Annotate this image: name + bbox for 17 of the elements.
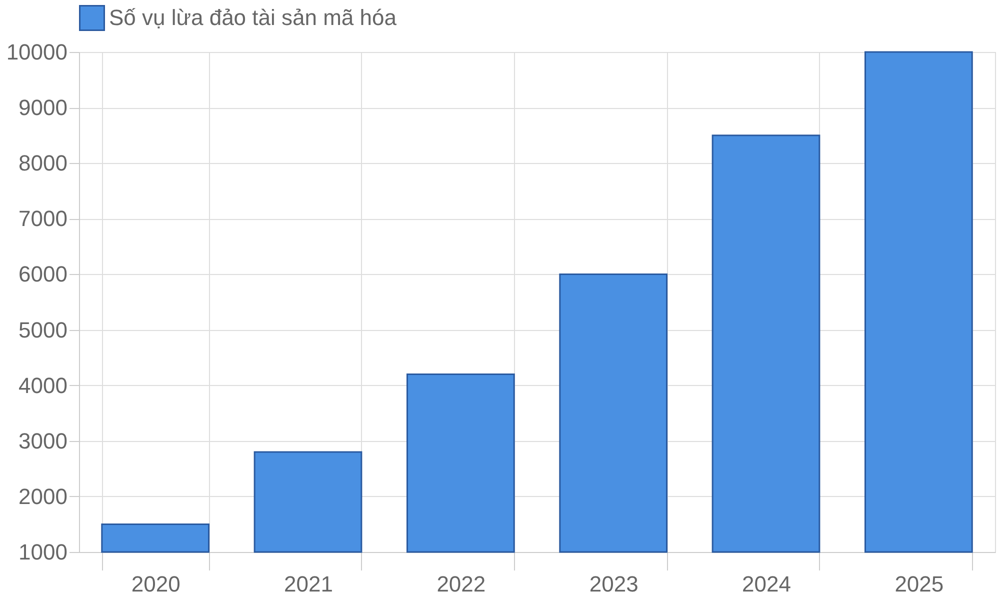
x-tick-label: 2023 [589,572,638,596]
y-tick-label: 7000 [18,206,68,232]
y-tick-label: 1000 [18,540,68,564]
x-tick-label: 2020 [131,572,180,596]
x-tick-label: 2024 [742,572,791,596]
y-tick-label: 9000 [18,95,68,120]
y-tick-label: 3000 [18,428,68,454]
y-tick-label: 10000 [6,40,68,64]
x-tick-label: 2025 [894,572,944,596]
y-tick-label: 6000 [18,262,68,287]
y-tick-label: 8000 [18,150,68,176]
x-tick-label: 2022 [436,572,486,596]
y-tick-label: 2000 [18,484,68,509]
legend-label: Số vụ lừa đảo tài sản mã hóa [109,5,398,30]
x-tick-label: 2021 [284,572,333,596]
y-tick-label: 5000 [18,317,68,342]
y-tick-label: 4000 [18,372,68,398]
